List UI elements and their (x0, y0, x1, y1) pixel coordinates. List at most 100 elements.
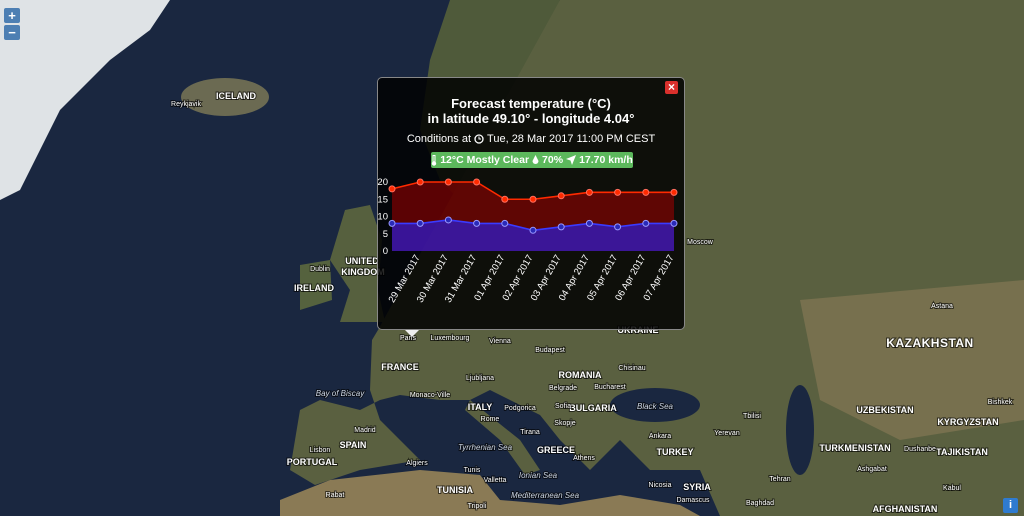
map-label: Rome (481, 416, 500, 423)
map-label: Tbilisi (743, 413, 761, 420)
wind: 17.70 km/h (579, 154, 633, 166)
area (392, 219, 674, 251)
thermometer-icon (432, 154, 437, 166)
point (614, 188, 622, 196)
map-label: Valletta (484, 477, 507, 484)
map-label: ITALY (468, 402, 493, 412)
map-label: TAJIKISTAN (936, 447, 988, 457)
y-tick-label: 10 (378, 212, 388, 223)
map-label: KINGDOM (341, 267, 385, 277)
map-label: Ashgabat (857, 466, 887, 473)
map-label: IRELAND (294, 283, 334, 293)
map-label: Rabat (326, 492, 345, 499)
map-label: Chisinau (618, 365, 645, 372)
map-label: Bucharest (594, 384, 626, 391)
map-label: Ankara (649, 433, 671, 440)
map-label: SYRIA (683, 482, 711, 492)
map-label: KYRGYZSTAN (937, 417, 998, 427)
map-label: Luxembourg (431, 335, 470, 342)
map-label: Bishkek (988, 399, 1013, 406)
map-label: Ljubljana (466, 375, 494, 382)
info-button[interactable]: i (1003, 498, 1018, 513)
conditions-label: Conditions at (406, 133, 472, 145)
point (557, 223, 565, 231)
map-label: ROMANIA (559, 370, 602, 380)
map-label: Nicosia (649, 482, 672, 489)
map-label: TURKEY (656, 447, 693, 457)
point (557, 192, 565, 200)
point (444, 178, 452, 186)
humidity: 70% (542, 154, 564, 166)
map-label: Belgrade (549, 385, 577, 392)
map-label: TURKMENISTAN (819, 443, 890, 453)
map-label: Ionian Sea (519, 471, 558, 480)
map-label: Mediterranean Sea (511, 491, 580, 500)
map-label: Sofia (555, 403, 571, 410)
point (388, 219, 396, 227)
map-label: UZBEKISTAN (856, 405, 913, 415)
map-label: FRANCE (381, 362, 419, 372)
land (280, 470, 700, 516)
conditions-time: Tue, 28 Mar 2017 11:00 PM CEST (487, 133, 656, 145)
map-label: Tirana (520, 429, 540, 436)
land (465, 400, 540, 475)
map-label: Baghdad (746, 500, 774, 507)
point (473, 178, 481, 186)
map-label: Budapest (535, 347, 565, 354)
map-label: Vienna (489, 338, 511, 345)
point (585, 219, 593, 227)
y-tick-label: 0 (383, 246, 388, 257)
land (181, 78, 269, 116)
map-label: Dushanbe (904, 446, 936, 453)
popup-tip (405, 330, 419, 337)
sea (610, 388, 700, 422)
map-label: Paris (400, 335, 416, 342)
map-label: Madrid (354, 427, 376, 434)
map-label: AFGHANISTAN (873, 504, 938, 514)
point (473, 219, 481, 227)
y-tick-label: 5 (383, 229, 388, 240)
popup-title: Forecast temperature (°C) (451, 96, 611, 111)
zoom-in[interactable]: + (4, 8, 20, 23)
map-label: Reykjavik (171, 101, 201, 108)
point (529, 195, 537, 203)
point (529, 226, 537, 234)
current-badge: 12°C Mostly Clear 70% 17.70 km/h (431, 152, 633, 168)
close-button[interactable]: × (665, 81, 678, 94)
zoom-out[interactable]: − (4, 25, 20, 40)
map-label: Damascus (676, 497, 710, 504)
point (416, 178, 424, 186)
land (330, 205, 385, 322)
wind-icon (566, 155, 577, 165)
map-label: Tehran (769, 476, 791, 483)
map-label: Dublin (310, 266, 330, 273)
map-label: UNITED (345, 256, 379, 266)
point (670, 219, 678, 227)
map-label: PORTUGAL (287, 457, 338, 467)
map-label: Skopje (554, 420, 576, 427)
map-label: Tunis (464, 467, 481, 474)
map-label: Podgorica (504, 405, 536, 412)
map-label: Yerevan (714, 430, 740, 437)
map-label: Tripoli (468, 503, 487, 510)
map-label: Bay of Biscay (316, 389, 365, 398)
point (670, 188, 678, 196)
map-label: Black Sea (637, 402, 674, 411)
y-tick-label: 15 (378, 194, 388, 205)
point (642, 219, 650, 227)
popup-title: in latitude 49.10° - longitude 4.04° (427, 111, 635, 126)
map-label: Astana (931, 303, 953, 310)
drop-icon (532, 155, 539, 164)
forecast-popup: × Forecast temperature (°C) in latitude … (377, 77, 685, 330)
map-label: Algiers (406, 460, 428, 467)
map-label: GREECE (537, 445, 575, 455)
point (501, 195, 509, 203)
map-label: Monaco-Ville (410, 392, 450, 399)
map-label: Kabul (943, 485, 961, 492)
sea (786, 385, 814, 475)
conditions: Conditions at Tue, 28 Mar 2017 11:00 PM … (378, 133, 684, 145)
y-tick-label: 20 (378, 177, 388, 188)
map-label: Athens (573, 455, 595, 462)
